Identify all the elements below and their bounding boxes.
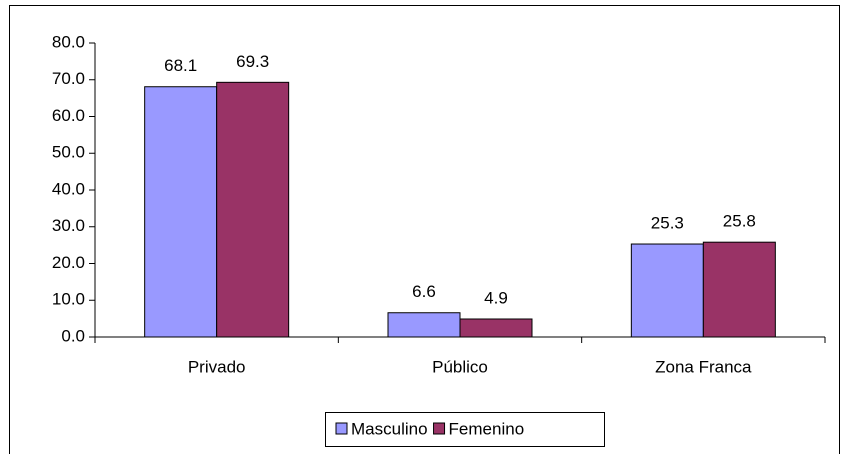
- y-tick-label: 40.0: [52, 179, 85, 198]
- bar: [459, 318, 533, 338]
- data-label: 6.6: [412, 282, 436, 301]
- data-label: 69.3: [236, 52, 269, 71]
- legend-box: [325, 412, 605, 447]
- legend-swatch: [335, 422, 348, 435]
- data-label: 68.1: [164, 56, 197, 75]
- y-tick-label: 80.0: [52, 32, 85, 51]
- x-tick-label: Privado: [188, 357, 246, 376]
- data-label: 4.9: [484, 288, 508, 307]
- y-tick-label: 70.0: [52, 69, 85, 88]
- chart-frame: [9, 5, 840, 454]
- legend-label: Masculino: [351, 419, 428, 438]
- y-tick-label: 0.0: [61, 326, 85, 345]
- bar: [702, 241, 776, 338]
- bar: [144, 86, 218, 338]
- data-label: 25.3: [651, 214, 684, 233]
- y-tick-label: 50.0: [52, 143, 85, 162]
- y-tick-label: 20.0: [52, 253, 85, 272]
- y-tick-label: 30.0: [52, 216, 85, 235]
- legend-swatch: [433, 422, 446, 435]
- bar: [630, 243, 704, 338]
- x-tick-label: Zona Franca: [655, 357, 752, 376]
- x-tick-label: Público: [432, 357, 488, 376]
- data-label: 25.8: [723, 212, 756, 231]
- y-tick-label: 60.0: [52, 106, 85, 125]
- bar: [387, 312, 461, 338]
- legend-label: Femenino: [449, 419, 525, 438]
- y-tick-label: 10.0: [52, 290, 85, 309]
- bar: [216, 81, 290, 338]
